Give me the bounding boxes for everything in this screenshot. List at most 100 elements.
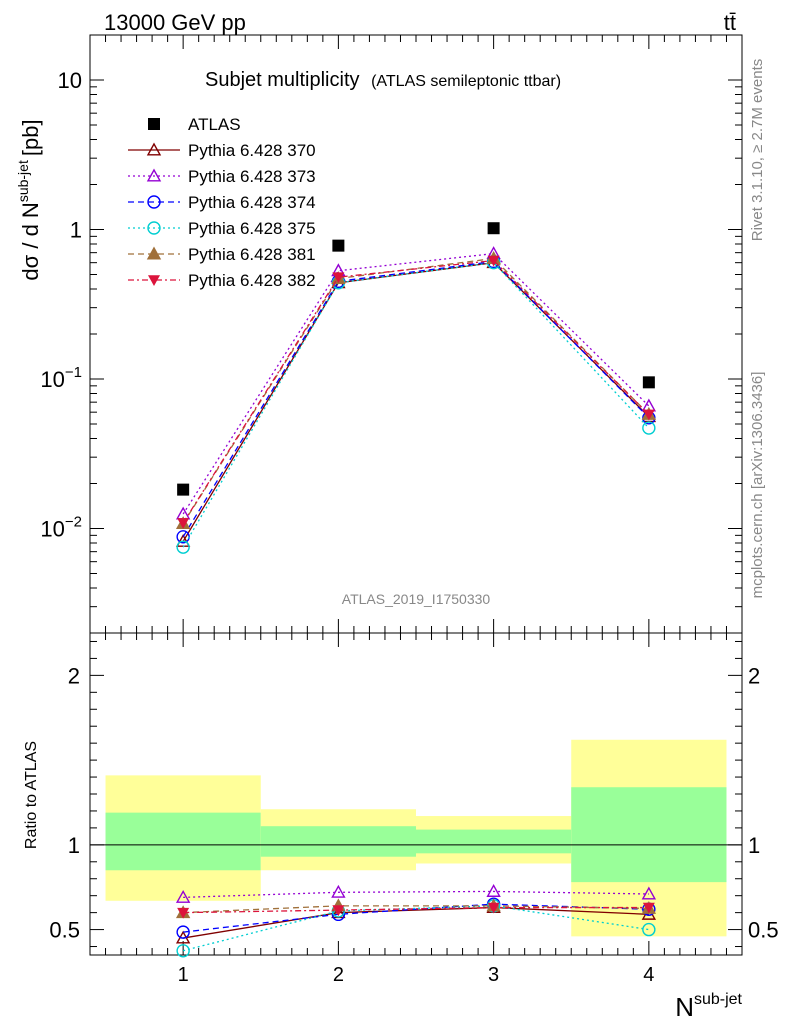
mcplots-label: mcplots.cern.ch [arXiv:1306.3436] [749,372,766,599]
data-point [642,376,655,389]
ratio-x-tick-label: 4 [643,964,654,986]
legend-entry-5: Pythia 6.428 381 [128,245,316,264]
data-point [331,884,346,898]
band-green-4 [571,787,727,883]
series-line [182,261,650,542]
main-y-axis-label-text: dσ / d N [18,202,43,280]
data-point [177,907,190,919]
legend-entry-6: Pythia 6.428 382 [128,271,316,290]
main-series-layer [175,222,657,554]
x-axis-label-text: N [675,992,694,1022]
data-point [147,221,161,235]
ratio-y-tick-label-left: 1 [68,833,80,858]
ratio-y-axis-label: Ratio to ATLAS [23,741,40,849]
ratio-y-tick-label-right: 1 [748,833,760,858]
main-y-axis-label-unit: [pb] [18,119,43,156]
data-point [487,222,500,235]
chart-title-main: Subjet multiplicity [205,69,360,91]
ratio-y-tick-label-left: 0.5 [49,918,80,943]
data-point [177,483,190,496]
data-point [332,272,345,284]
data-point [642,902,655,914]
series-6 [177,255,655,529]
data-point [642,409,655,421]
main-y-axis-label: dσ / d Nsub-jet [pb] [15,119,43,280]
main-y-tick-label: 1 [70,218,82,243]
data-point [176,540,190,554]
data-point [147,195,161,209]
series-3 [176,254,656,544]
legend-entry-4: Pythia 6.428 375 [128,219,316,238]
data-point [332,905,345,917]
tick-base: 10 [40,517,64,542]
series-line [182,261,650,548]
ratio-uncertainty-bands [105,739,727,937]
legend-label: Pythia 6.428 382 [188,271,316,290]
ratio-line [183,906,649,939]
data-point [176,925,190,939]
data-point [176,944,190,958]
x-axis-label-sup: sub-jet [694,991,743,1008]
ratio-line [183,906,649,914]
tick-exponent: −2 [65,514,82,531]
ratio-line [183,903,649,933]
series-line [182,252,650,515]
series-5 [175,251,657,530]
legend-entry-0: ATLAS [148,115,241,134]
legend: ATLAS Pythia 6.428 370 Pythia 6.428 373 Pyt… [128,115,316,290]
analysis-tag: ATLAS_2019_I1750330 [342,591,491,607]
data-point [332,239,345,252]
band-green-3 [416,829,572,854]
ratio-line [182,905,649,952]
legend-entry-1: Pythia 6.428 370 [128,141,316,160]
data-point [148,118,160,130]
series-1 [175,255,657,547]
data-point [641,886,657,900]
legend-entry-3: Pythia 6.428 374 [128,193,316,212]
rivet-label: Rivet 3.1.10, ≥ 2.7M events [749,59,766,242]
series-4 [176,255,656,554]
process-label: tt̄ [724,10,736,35]
series-line [182,259,650,524]
ratio-x-tick-label: 2 [333,964,344,986]
x-axis-label: Nsub-jet [675,991,742,1022]
series-line [182,260,650,538]
legend-entry-2: Pythia 6.428 373 [128,167,316,186]
ratio-x-tick-label: 3 [488,964,499,986]
main-y-tick-label: 10−2 [40,514,82,542]
band-green-1 [105,812,261,871]
main-y-axis-label-sup: sub-jet [15,160,31,202]
tick-base: 10 [40,367,64,392]
collision-label: 13000 GeV pp [104,10,246,35]
ratio-y-tick-label-left: 2 [68,663,80,688]
data-point [486,884,501,897]
ratio-axis-ticks: 0.5 0.5 1 1 2 2 1 2 3 4 [49,633,779,986]
data-point [146,142,162,156]
data-point [642,922,656,937]
ratio-y-tick-label-right: 2 [748,663,760,688]
data-point [642,421,656,435]
ratio-line [183,905,649,914]
series-line [182,257,650,524]
ratio-series-layer [175,884,657,958]
data-point [148,275,160,286]
data-point [146,168,162,182]
main-y-tick-label: 10−1 [40,364,82,392]
tick-exponent: −1 [65,364,82,381]
legend-label: ATLAS [188,115,241,134]
series-0 [177,222,655,496]
data-point [146,246,162,260]
data-point [177,518,190,529]
legend-label: Pythia 6.428 373 [188,167,316,186]
ratio-y-tick-label-right: 0.5 [748,918,779,943]
chart-title: Subjet multiplicity (ATLAS semileptonic … [205,69,561,91]
data-point [487,255,500,267]
main-y-tick-label: 10 [58,68,82,93]
chart-subtitle: (ATLAS semileptonic ttbar) [371,73,561,90]
ratio-series-1 [175,884,657,903]
band-green-2 [260,826,416,857]
data-point [175,889,191,903]
legend-label: Pythia 6.428 381 [188,245,316,264]
